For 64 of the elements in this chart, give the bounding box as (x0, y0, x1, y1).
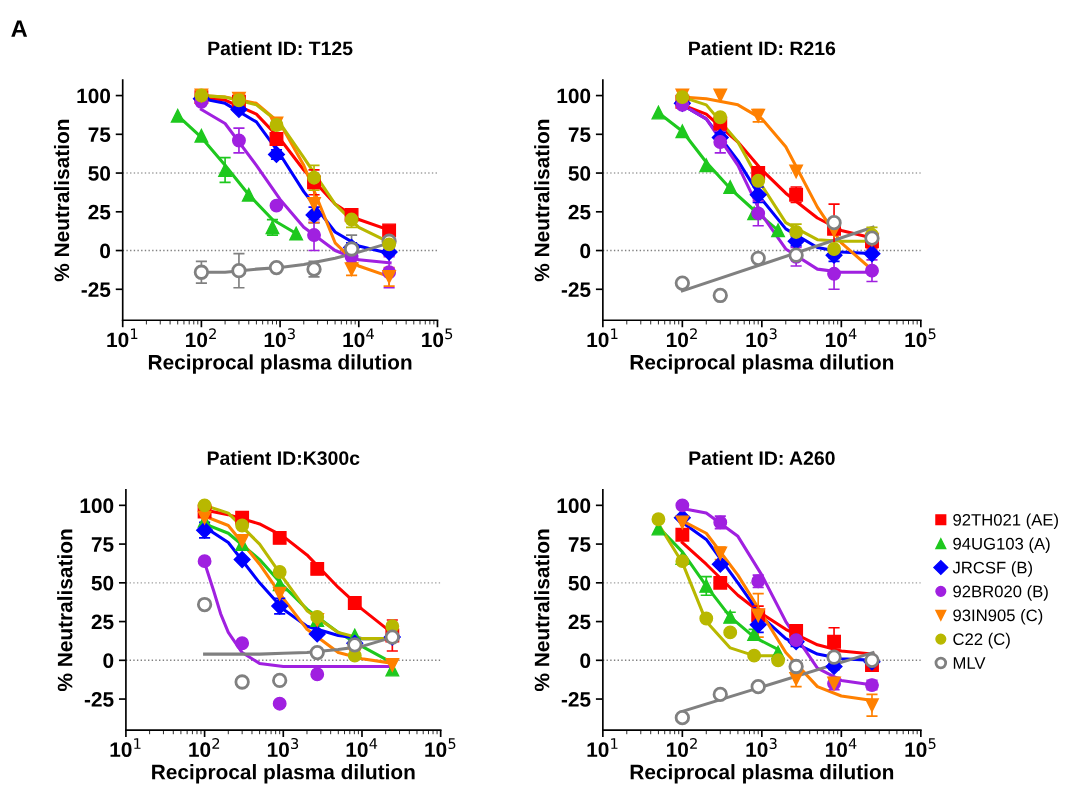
legend-label: 94UG103 (A) (953, 537, 1050, 553)
legend-label: 93IN905 (C) (953, 609, 1043, 625)
x-tick-label: 10$^{5}$ (422, 328, 453, 348)
x-tick-label: 10$^{5}$ (905, 328, 936, 348)
x-tick-label: 10$^{3}$ (267, 737, 299, 757)
y-tick-label: 50 (88, 166, 111, 181)
chart-title: Patient ID: A260 (689, 450, 835, 466)
x-tick-label: 10$^{1}$ (110, 738, 141, 758)
x-axis-title: Reciprocal plasma dilution (630, 764, 894, 784)
y-tick-label: 50 (568, 166, 591, 181)
y-tick-label: 50 (568, 575, 591, 591)
y-tick-label: -25 (84, 692, 114, 707)
y-tick-label: 0 (580, 243, 591, 259)
x-tick-label: 10$^{2}$ (666, 328, 697, 348)
x-tick-label: 10$^{2}$ (666, 737, 697, 757)
y-axis-title: % Neutralisation (534, 529, 550, 692)
x-tick-label: 10$^{2}$ (189, 737, 220, 757)
y-tick-label: 75 (568, 537, 591, 552)
legend-label: C22 (C) (953, 632, 1010, 649)
x-axis-title: Reciprocal plasma dilution (630, 354, 894, 374)
y-axis-title: % Neutralisation (534, 119, 550, 282)
x-tick-label: 10$^{1}$ (587, 328, 618, 348)
y-tick-label: 100 (557, 88, 591, 104)
legend-label: 92BR020 (B) (953, 585, 1048, 601)
y-tick-label: 100 (77, 88, 111, 104)
y-tick-label: 0 (103, 653, 114, 669)
legend-label: MLV (953, 657, 986, 669)
text: A (11, 20, 28, 37)
chart-title: Patient ID: T125 (208, 40, 353, 56)
y-tick-label: -25 (81, 282, 111, 298)
x-tick-label: 10$^{2}$ (186, 328, 216, 348)
y-axis-title: % Neutralisation (53, 119, 70, 282)
x-tick-label: 10$^{4}$ (825, 328, 857, 348)
y-tick-label: 25 (568, 204, 591, 220)
x-tick-label: 10$^{4}$ (343, 328, 374, 348)
x-tick-label: 10$^{4}$ (825, 738, 857, 758)
x-axis-title: Reciprocal plasma dilution (152, 764, 415, 784)
x-tick-label: 10$^{4}$ (346, 738, 378, 758)
x-tick-label: 10$^{3}$ (746, 737, 777, 757)
legend-label: JRCSF (B) (952, 561, 1032, 577)
legend-label: 92TH021 (AE) (953, 513, 1058, 530)
y-tick-label: 25 (88, 204, 111, 220)
chart-title: Patient ID:K300c (207, 450, 360, 466)
chart-title: Patient ID: R216 (689, 40, 836, 56)
y-tick-label: 100 (80, 498, 114, 514)
y-tick-label: 100 (557, 498, 591, 514)
x-tick-label: 10$^{1}$ (107, 328, 138, 348)
x-tick-label: 10$^{5}$ (425, 738, 456, 758)
x-tick-label: 10$^{5}$ (905, 738, 936, 758)
y-tick-label: 25 (91, 614, 114, 630)
x-tick-label: 10$^{3}$ (264, 328, 295, 348)
y-tick-label: 50 (91, 575, 114, 591)
x-tick-label: 10$^{3}$ (746, 328, 777, 348)
y-tick-label: 25 (568, 614, 591, 630)
y-tick-label: 75 (91, 537, 114, 552)
x-tick-label: 10$^{1}$ (587, 738, 618, 758)
y-axis-title: % Neutralisation (57, 529, 73, 692)
y-tick-label: 0 (100, 243, 111, 259)
y-tick-label: -25 (561, 692, 591, 707)
x-axis-title: Reciprocal plasma dilution (148, 354, 412, 374)
y-tick-label: 75 (88, 127, 111, 143)
y-tick-label: 0 (580, 653, 591, 669)
y-tick-label: 75 (568, 127, 591, 143)
y-tick-label: -25 (561, 282, 591, 298)
